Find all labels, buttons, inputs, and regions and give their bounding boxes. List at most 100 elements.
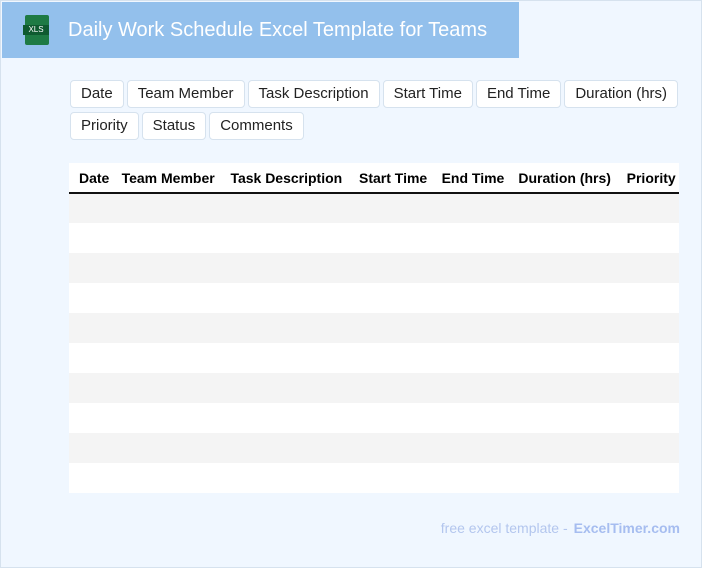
table-cell[interactable] xyxy=(508,463,616,493)
table-cell[interactable] xyxy=(508,433,617,463)
table-cell[interactable] xyxy=(432,343,509,373)
column-tag[interactable]: End Time xyxy=(475,80,562,108)
table-cell[interactable] xyxy=(69,223,112,253)
table-row xyxy=(69,253,679,283)
table-cell[interactable] xyxy=(432,463,509,493)
page-title: Daily Work Schedule Excel Template for T… xyxy=(68,18,488,41)
table-cell[interactable] xyxy=(349,343,432,373)
table-row xyxy=(69,223,679,253)
table-cell[interactable] xyxy=(349,373,432,403)
table-cell[interactable] xyxy=(508,283,616,313)
column-header: End Time xyxy=(431,163,509,194)
table-cell[interactable] xyxy=(349,223,432,253)
table-cell[interactable] xyxy=(220,433,349,463)
table-cell[interactable] xyxy=(220,193,349,223)
table-cell[interactable] xyxy=(112,343,221,373)
table-cell[interactable] xyxy=(617,463,679,493)
table-cell[interactable] xyxy=(617,283,679,313)
table-cell[interactable] xyxy=(616,373,679,403)
table-cell[interactable] xyxy=(432,223,509,253)
table-cell[interactable] xyxy=(508,253,617,283)
table-cell[interactable] xyxy=(349,463,432,493)
table-cell[interactable] xyxy=(69,433,112,463)
table-cell[interactable] xyxy=(111,433,221,463)
table-cell[interactable] xyxy=(112,283,221,313)
footer: free excel template - ExcelTimer.com xyxy=(441,520,680,536)
table-cell[interactable] xyxy=(508,403,616,433)
table-cell[interactable] xyxy=(69,253,112,283)
table-cell[interactable] xyxy=(431,193,509,223)
table-cell[interactable] xyxy=(69,193,112,223)
column-tag[interactable]: Start Time xyxy=(382,80,473,108)
table-cell[interactable] xyxy=(69,313,112,343)
table-cell[interactable] xyxy=(69,463,112,493)
table-cell[interactable] xyxy=(432,283,509,313)
footer-text: free excel template - xyxy=(440,520,568,536)
table-cell[interactable] xyxy=(616,313,679,343)
table-row xyxy=(69,313,679,343)
table-cell[interactable] xyxy=(349,313,432,343)
table-cell[interactable] xyxy=(69,403,112,433)
table-cell[interactable] xyxy=(617,223,679,253)
table-cell[interactable] xyxy=(220,253,349,283)
table-cell[interactable] xyxy=(349,433,432,463)
table-cell[interactable] xyxy=(69,343,112,373)
table-cell[interactable] xyxy=(431,373,509,403)
table-cell[interactable] xyxy=(112,463,221,493)
column-tags: Date Team Member Task Description Start Tim… xyxy=(70,80,682,140)
table-cell[interactable] xyxy=(431,313,509,343)
table-row xyxy=(69,403,679,433)
table-cell[interactable] xyxy=(617,403,679,433)
table-cell[interactable] xyxy=(508,343,616,373)
table-cell[interactable] xyxy=(111,193,221,223)
table-cell[interactable] xyxy=(617,343,679,373)
table-cell[interactable] xyxy=(111,373,221,403)
table-cell[interactable] xyxy=(508,373,617,403)
table-row xyxy=(69,373,679,403)
column-header: Priority xyxy=(616,163,679,194)
table-cell[interactable] xyxy=(616,433,679,463)
table-cell[interactable] xyxy=(431,253,509,283)
table-row xyxy=(69,343,679,373)
table-cell[interactable] xyxy=(616,193,679,223)
table-cell[interactable] xyxy=(220,463,349,493)
table-cell[interactable] xyxy=(220,343,349,373)
table-cell[interactable] xyxy=(111,313,221,343)
table-row xyxy=(69,463,679,493)
column-tag[interactable]: Team Member xyxy=(126,80,245,108)
column-tag[interactable]: Date xyxy=(70,80,124,108)
table-cell[interactable] xyxy=(220,373,349,403)
column-header: Start Time xyxy=(349,163,432,194)
xls-file-icon: XLS xyxy=(23,15,53,45)
table-row xyxy=(69,433,679,463)
table-cell[interactable] xyxy=(508,313,617,343)
column-tag[interactable]: Status xyxy=(141,112,207,140)
column-header: Team Member xyxy=(111,163,221,194)
table-cell[interactable] xyxy=(432,403,509,433)
table-cell[interactable] xyxy=(111,253,221,283)
table-cell[interactable] xyxy=(349,193,432,223)
table-cell[interactable] xyxy=(508,223,616,253)
table-cell[interactable] xyxy=(349,253,432,283)
table-cell[interactable] xyxy=(220,223,349,253)
table-cell[interactable] xyxy=(69,283,112,313)
table-cell[interactable] xyxy=(508,193,617,223)
table-cell[interactable] xyxy=(431,433,509,463)
table-cell[interactable] xyxy=(349,403,432,433)
column-tag[interactable]: Duration (hrs) xyxy=(564,80,679,108)
table-cell[interactable] xyxy=(112,403,221,433)
brand-link[interactable]: ExcelTimer.com xyxy=(573,520,680,536)
table-row xyxy=(69,193,679,223)
table-row xyxy=(69,283,679,313)
column-tag[interactable]: Priority xyxy=(70,112,139,140)
table-cell[interactable] xyxy=(220,403,349,433)
table-cell[interactable] xyxy=(220,313,349,343)
column-header: Duration (hrs) xyxy=(508,163,617,194)
column-tag[interactable]: Comments xyxy=(209,112,304,140)
table-cell[interactable] xyxy=(616,253,679,283)
table-cell[interactable] xyxy=(349,283,432,313)
table-cell[interactable] xyxy=(69,373,112,403)
table-cell[interactable] xyxy=(112,223,221,253)
column-tag[interactable]: Task Description xyxy=(247,80,380,108)
table-cell[interactable] xyxy=(220,283,349,313)
